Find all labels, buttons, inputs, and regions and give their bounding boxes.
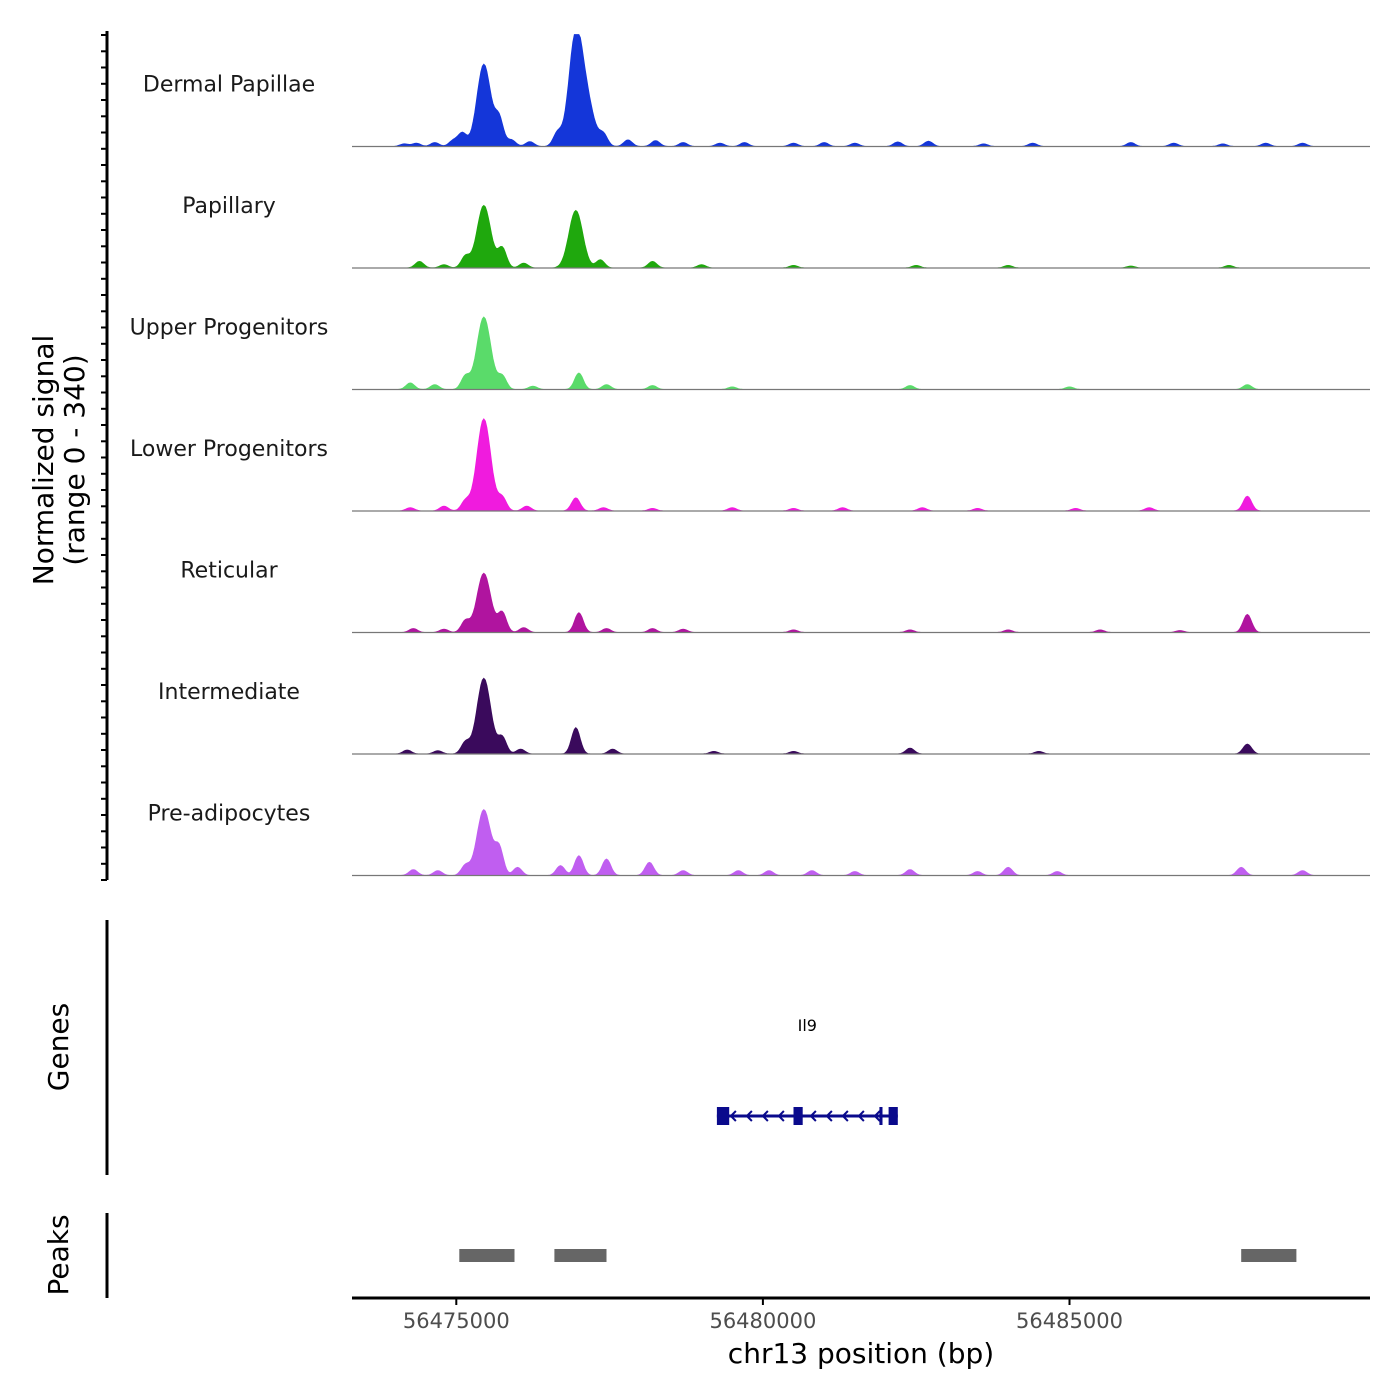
x-axis-ticks: 56475000 56480000 56485000 [403, 1298, 1123, 1333]
track-lower-progenitors: Lower Progenitors [130, 418, 1370, 512]
track-pre-adipocytes: Pre-adipocytes [148, 802, 1370, 877]
strand-arrow [841, 1110, 849, 1122]
gene-exon [793, 1107, 803, 1125]
x-axis-title: chr13 position (bp) [728, 1337, 994, 1370]
peak-track [459, 1249, 1297, 1262]
signal-axis-title: Normalized signal [27, 335, 60, 586]
track-label: Dermal Papillae [143, 73, 315, 98]
gene-exon [879, 1107, 883, 1125]
strand-arrow [777, 1110, 785, 1122]
peak-region [459, 1249, 515, 1262]
track-label: Papillary [182, 194, 276, 219]
track-label: Lower Progenitors [130, 437, 328, 462]
track-papillary: Papillary [182, 194, 1370, 269]
genes-axis-title: Genes [42, 1003, 75, 1091]
coverage-area [394, 418, 1315, 512]
track-label: Reticular [180, 559, 278, 584]
coverage-area [394, 204, 1315, 269]
x-tick-label: 56480000 [709, 1309, 816, 1333]
coverage-area [394, 809, 1316, 876]
strand-arrow [761, 1110, 769, 1122]
track-upper-progenitors: Upper Progenitors [130, 316, 1370, 391]
strand-arrow [729, 1110, 737, 1122]
track-label: Pre-adipocytes [148, 802, 311, 827]
coverage-tracks: Dermal Papillae Papillary Upper Progenitor… [130, 34, 1370, 877]
track-reticular: Reticular [180, 559, 1370, 634]
strand-arrow [873, 1110, 881, 1122]
strand-arrow [745, 1110, 753, 1122]
coverage-area [394, 34, 1316, 147]
coverage-area [394, 316, 1315, 390]
x-tick-label: 56485000 [1016, 1309, 1123, 1333]
strand-arrow [809, 1110, 817, 1122]
track-intermediate: Intermediate [158, 677, 1370, 755]
strand-arrow [857, 1110, 865, 1122]
peak-region [554, 1249, 607, 1262]
strand-arrow [825, 1110, 833, 1122]
x-tick-label: 56475000 [403, 1309, 510, 1333]
gene-exon [716, 1107, 730, 1125]
gene-name-label: Il9 [798, 1016, 817, 1035]
gene-exon [888, 1107, 898, 1125]
peak-region [1241, 1249, 1297, 1262]
coverage-area [394, 572, 1315, 633]
track-label: Intermediate [158, 680, 300, 705]
track-dermal-papillae: Dermal Papillae [143, 34, 1370, 148]
signal-axis-subtitle: (range 0 - 340) [58, 354, 91, 565]
signal-y-axis-ticks [101, 34, 107, 881]
gene-model: Il9 [716, 1016, 898, 1125]
gene-track: Il9 [716, 1016, 898, 1125]
peaks-axis-title: Peaks [42, 1214, 75, 1295]
track-label: Upper Progenitors [130, 316, 329, 341]
coverage-area [394, 677, 1315, 755]
